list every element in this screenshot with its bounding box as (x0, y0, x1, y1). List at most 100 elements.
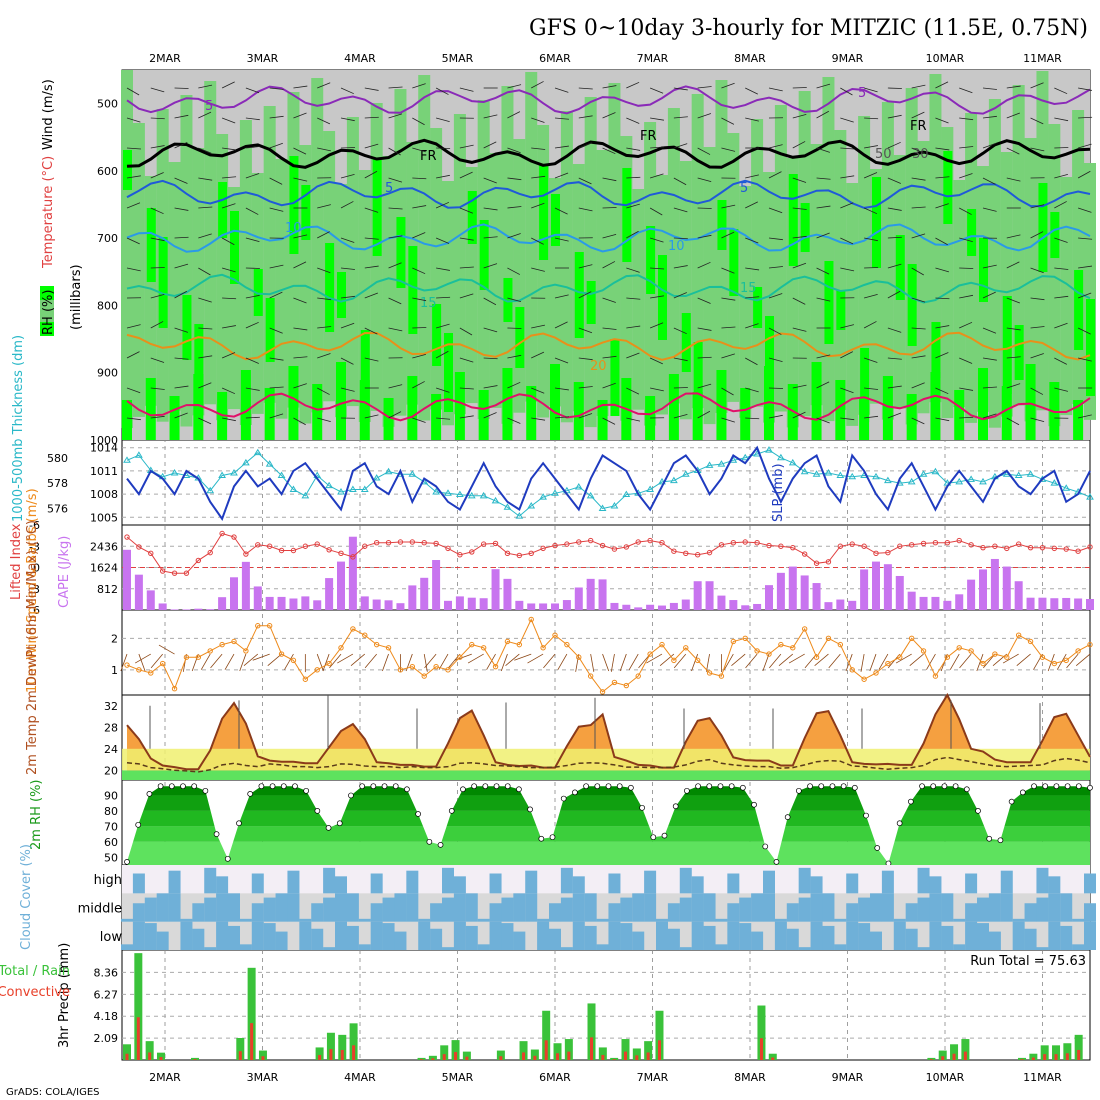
cloud-bar (501, 923, 514, 950)
cape-bar (313, 600, 322, 610)
wind-barb (340, 237, 355, 243)
wind-barb (626, 297, 641, 300)
wind-barb (1054, 237, 1068, 243)
rh-field-high (123, 150, 132, 190)
lifted-index-point (1015, 541, 1022, 547)
thickness-point (931, 467, 940, 475)
rh-field-high (1073, 400, 1084, 440)
wind-barb (364, 170, 378, 179)
date-label-top: 8MAR (734, 52, 766, 65)
rh-field-high (836, 290, 846, 330)
wind-barb (840, 267, 855, 272)
wind-barb (721, 387, 734, 396)
wind-barb (293, 383, 307, 389)
thickness-tick-label: 576 (47, 503, 68, 516)
rh-point (314, 808, 321, 814)
lifted-index-point (1075, 548, 1081, 554)
rh-point (325, 825, 332, 831)
rh-field-high (1002, 296, 1012, 394)
cape-bar (800, 575, 809, 610)
cloud-bar (156, 893, 169, 922)
wind-barb (388, 207, 403, 210)
cloud-bar (477, 918, 490, 922)
cape-bar (812, 583, 821, 610)
cloud-bar (620, 923, 633, 950)
wind-barb (1006, 234, 1021, 239)
rh-field-high (681, 313, 691, 372)
wind-barb (911, 297, 926, 303)
cloud-level-label: low (100, 930, 123, 945)
wind-barb (245, 87, 260, 94)
thickness-point (800, 467, 809, 475)
wind-barb (364, 265, 379, 269)
rh-point (538, 835, 545, 842)
wind-barb (245, 387, 260, 391)
wind-barb (864, 237, 878, 242)
rh-point (191, 783, 198, 790)
rh-ylabel: 2m RH (%) (29, 779, 44, 850)
wind-barb (198, 267, 211, 276)
thickness-point (979, 477, 987, 485)
cloud-bar (905, 903, 918, 922)
slp-tick-label: 1008 (90, 488, 118, 501)
wind-barb (317, 387, 330, 395)
wind-barb (507, 417, 521, 424)
wind-barb (126, 147, 141, 150)
wind-barb (792, 327, 807, 332)
wind-barb (649, 322, 664, 329)
wind-barb (317, 147, 331, 152)
wind-barb (459, 87, 474, 92)
lifted-index-point (124, 534, 130, 540)
wind-barb (459, 357, 474, 363)
cloud-bar (192, 928, 205, 950)
thickness-point (515, 512, 524, 519)
cape-bar (658, 605, 666, 610)
wind-barb (863, 207, 878, 215)
cloud-bar (537, 921, 550, 950)
thickness-point (123, 456, 131, 463)
wind-barb (697, 261, 711, 269)
rh-field-high (407, 376, 418, 440)
thickness-point (230, 469, 238, 476)
precip-convective-bar (1077, 1049, 1081, 1060)
wind-barb (150, 145, 165, 149)
date-label-top: 7MAR (637, 52, 669, 65)
wind-barb-10m (706, 654, 710, 672)
wind-barb (721, 204, 736, 209)
precip-convective-bar (771, 1057, 775, 1060)
cloud-bar (1072, 944, 1085, 950)
wind-barb (982, 413, 997, 419)
cloud-bar (394, 893, 407, 922)
cloud-bar (287, 893, 300, 922)
wind-barb (768, 327, 782, 335)
wind-barb (507, 267, 520, 275)
rh-point (773, 859, 780, 865)
wind-barb-10m (382, 653, 389, 672)
rh-point (1053, 783, 1060, 790)
cloud-bar (620, 897, 633, 922)
lifted-index-point (1039, 544, 1046, 551)
cloud-bar (1084, 873, 1096, 894)
wind-speed-point (683, 645, 689, 651)
wind-barb (364, 143, 379, 149)
wind-barb (626, 387, 640, 395)
cloud-bar (917, 947, 930, 950)
wind-barb (364, 87, 379, 91)
cape-bar (241, 561, 250, 610)
lifted-index-point (469, 549, 475, 555)
wind-speed-point (837, 641, 844, 648)
rh-point (359, 783, 366, 790)
cloud-bar (774, 921, 787, 950)
wind-barb (626, 81, 640, 89)
rh-field-high (692, 392, 703, 440)
rh-point (1019, 789, 1026, 796)
wind-barb (340, 387, 355, 392)
precip-total-bar (190, 1057, 199, 1060)
thickness-point (253, 448, 262, 456)
wind-barb (554, 357, 569, 364)
rh-field-mid (953, 180, 966, 407)
li-tick-label: 6 (33, 604, 40, 617)
rh-field-mid (703, 147, 716, 425)
temp-tick-label: 28 (104, 721, 118, 734)
wind-barb (602, 355, 617, 359)
